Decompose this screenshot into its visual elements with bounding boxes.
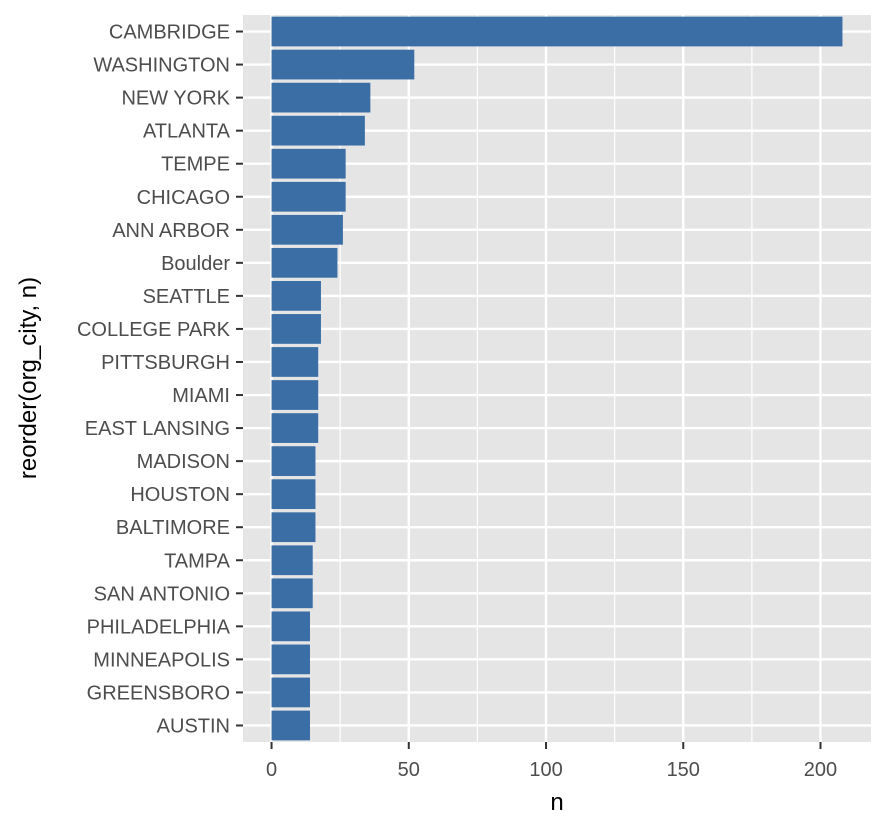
y-tick-label: NEW YORK bbox=[121, 88, 230, 110]
bar bbox=[271, 82, 371, 113]
bar bbox=[271, 512, 316, 543]
y-tick-label: CHICAGO bbox=[137, 187, 230, 209]
x-tick-label: 50 bbox=[398, 759, 420, 781]
y-axis-title: reorder(org_city, n) bbox=[15, 277, 42, 479]
bar bbox=[271, 49, 415, 80]
y-tick-label: Boulder bbox=[161, 253, 230, 275]
bar bbox=[271, 446, 316, 476]
bars bbox=[271, 16, 843, 741]
bar bbox=[271, 479, 316, 510]
y-axis: CAMBRIDGE WASHINGTON NEW YORK ATLANTA TEMPE C… bbox=[77, 22, 243, 737]
bar bbox=[271, 644, 310, 675]
y-tick-label: COLLEGE PARK bbox=[77, 319, 231, 341]
bar bbox=[271, 611, 310, 642]
y-tick-label: WASHINGTON bbox=[93, 55, 230, 77]
bar bbox=[271, 578, 313, 609]
y-tick-label: ATLANTA bbox=[143, 121, 231, 143]
y-tick-label: SEATTLE bbox=[143, 286, 230, 308]
bar bbox=[271, 545, 313, 576]
x-tick-label: 150 bbox=[667, 759, 700, 781]
y-tick-label: MINNEAPOLIS bbox=[93, 649, 230, 671]
y-tick-label: CAMBRIDGE bbox=[109, 22, 230, 44]
bar bbox=[271, 148, 346, 179]
y-tick-label: ANN ARBOR bbox=[112, 220, 230, 242]
bar bbox=[271, 380, 319, 410]
bar bbox=[271, 247, 338, 278]
y-tick-label: SAN ANTONIO bbox=[94, 583, 230, 605]
bar bbox=[271, 347, 319, 377]
y-tick-label: MIAMI bbox=[172, 385, 230, 407]
y-tick-label: BALTIMORE bbox=[116, 517, 230, 539]
bar bbox=[271, 214, 343, 245]
bar bbox=[271, 115, 365, 146]
bar bbox=[271, 413, 319, 443]
y-tick-label: HOUSTON bbox=[130, 484, 230, 506]
bar bbox=[271, 677, 310, 708]
y-tick-label: PITTSBURGH bbox=[101, 352, 230, 374]
y-tick-label: AUSTIN bbox=[157, 715, 230, 737]
y-tick-label: TAMPA bbox=[164, 550, 231, 572]
bar bbox=[271, 181, 346, 212]
y-tick-label: MADISON bbox=[137, 451, 230, 473]
bar bbox=[271, 281, 321, 311]
y-tick-label: GREENSBORO bbox=[87, 682, 230, 704]
x-axis: 0 50 100 150 200 bbox=[266, 742, 837, 781]
y-tick-label: PHILADELPHIA bbox=[87, 616, 231, 638]
x-tick-label: 100 bbox=[529, 759, 562, 781]
x-tick-label: 0 bbox=[266, 759, 277, 781]
x-tick-label: 200 bbox=[804, 759, 837, 781]
bar bbox=[271, 314, 321, 344]
bar bbox=[271, 16, 843, 47]
y-tick-label: TEMPE bbox=[161, 154, 230, 176]
y-tick-label: EAST LANSING bbox=[85, 418, 230, 440]
x-axis-title: n bbox=[550, 789, 563, 816]
bar bbox=[271, 710, 310, 741]
